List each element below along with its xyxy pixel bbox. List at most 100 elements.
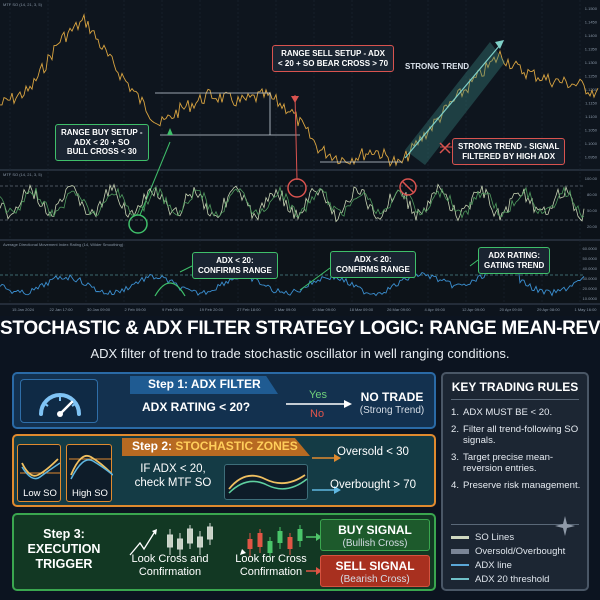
oversold-label: Oversold < 30 [337, 446, 409, 458]
oscillator-tick-label: 20.00 [587, 224, 598, 229]
sell-signal-button[interactable]: SELL SIGNAL (Bearish Cross) [320, 555, 430, 587]
step1-question: ADX RATING < 20? [142, 400, 251, 414]
buy-signal-button[interactable]: BUY SIGNAL (Bullish Cross) [320, 519, 430, 551]
step2-heading: Step 2: STOCHASTIC ZONES [132, 439, 298, 453]
adx-tick-label: 30.0000 [583, 276, 598, 281]
candlestick-icons [129, 523, 303, 559]
time-tick-label: 26 Mar 09:00 [387, 307, 411, 312]
yes-label: Yes [309, 389, 327, 401]
time-tick-label: 27 Feb 18:00 [237, 307, 261, 312]
step2-header-bar [122, 438, 310, 456]
oscillator-tick-label: 50.00 [587, 208, 598, 213]
adx-tick-label: 40.0000 [583, 266, 598, 271]
rule-item: 3. Target precise mean-reversion entries. [451, 452, 583, 474]
time-tick-label: 29 Apr 08:00 [537, 307, 560, 312]
look-cross-text: Look Cross and Confirmation [131, 553, 209, 578]
rule-item: 2. Filter all trend-following SO signals. [451, 424, 583, 446]
price-tick-label: 1.1050 [585, 128, 598, 133]
step3-title-line2: EXECUTION [27, 542, 101, 556]
bull-cross-circle [128, 214, 148, 234]
sell-arrow-marker [291, 96, 299, 103]
trading-chart[interactable]: MTF SO (14, 21, 3, 5) MTF SO (14, 21, 3, … [0, 0, 600, 316]
callout-adx-confirm-2-text: ADX < 20: CONFIRMS RANGE [336, 255, 410, 274]
look-for-cross-text: Look for Cross Confirmation [235, 553, 307, 578]
rules-list: 1. ADX MUST BE < 20. 2. Filter all trend-f… [451, 407, 583, 497]
low-so-box: Low SO [17, 444, 61, 502]
rules-title: KEY TRADING RULES [451, 380, 579, 394]
filter-x-marker [439, 142, 451, 154]
callout-adx-confirm-1: ADX < 20: CONFIRMS RANGE [192, 252, 278, 279]
rule-num: 4. [451, 480, 460, 491]
high-so-wave-icon [69, 454, 114, 480]
sell-signal-label: SELL SIGNAL [335, 559, 415, 573]
legend-label: Oversold/Overbought [475, 546, 566, 557]
overbought-label: Overbought > 70 [330, 479, 416, 491]
time-tick-label: 1 May 16:00 [575, 307, 598, 312]
strong-trend-channel [405, 42, 505, 165]
callout-strong-trend-filter: STRONG TREND - SIGNAL FILTERED BY HIGH A… [452, 138, 566, 165]
step3-title-line3: TRIGGER [35, 557, 93, 571]
step1-label: Step 1: [148, 377, 189, 391]
page-subtitle: ADX filter of trend to trade stochastic … [90, 346, 510, 361]
legend-swatch [451, 535, 469, 539]
step2-condition-line1: IF ADX < 20, [140, 463, 206, 475]
adx-pane-header: Average Directional Movement Index Ratin… [3, 242, 124, 247]
rule-num: 2. [451, 424, 460, 435]
legend-so-lines: SO Lines [451, 532, 514, 543]
time-tick-label: 10 Mar 09:00 [312, 307, 336, 312]
callout-range-sell-text: RANGE SELL SETUP - ADX < 20 + SO BEAR CR… [278, 49, 389, 68]
gauge-icon-box [20, 379, 98, 423]
time-tick-label: 22 Jan 17:00 [50, 307, 74, 312]
time-tick-label: 30 Jan 09:00 [87, 307, 111, 312]
step3-panel: Step 3: EXECUTION TRIGGER [12, 513, 436, 591]
callout-range-sell: RANGE SELL SETUP - ADX < 20 + SO BEAR CR… [272, 45, 395, 72]
time-tick-label: 2 Mar 09:00 [275, 307, 297, 312]
adx-tick-label: 20.0000 [583, 286, 598, 291]
callout-adx-confirm-2: ADX < 20: CONFIRMS RANGE [330, 251, 416, 278]
zone-arrows [312, 454, 341, 494]
low-so-label: Low SO [23, 488, 57, 499]
legend-label: ADX line [475, 560, 512, 571]
step1-name: ADX FILTER [190, 377, 261, 391]
so-line-main [0, 183, 585, 223]
strong-trend-line [404, 44, 501, 159]
step3-title: Step 3: EXECUTION TRIGGER [18, 527, 110, 572]
callout-adx-confirm-1-text: ADX < 20: CONFIRMS RANGE [198, 256, 272, 275]
high-so-box: High SO [66, 444, 114, 502]
legend-adx-line: ADX line [451, 560, 512, 571]
step3-title-line1: Step 3: [43, 527, 85, 541]
adx-connector-2 [299, 267, 331, 291]
legend-label: ADX 20 threshold [475, 574, 550, 585]
time-tick-label: 20 Apr 09:00 [500, 307, 523, 312]
rules-divider [451, 399, 579, 400]
adx-connector-1 [179, 265, 193, 273]
time-tick-label: 12 Apr 09:00 [462, 307, 485, 312]
sell-signal-sub: (Bearish Cross) [340, 574, 410, 585]
filtered-cross-slash [401, 180, 415, 194]
step2-label: Step 2: [132, 439, 173, 453]
price-pane-header: MTF SO (14, 21, 3, 5) [3, 2, 43, 7]
price-tick-label: 1.1000 [585, 141, 598, 146]
signal-arrows [306, 533, 322, 575]
legend-swatch [451, 548, 469, 554]
range-top-line [155, 92, 271, 135]
adx-tick-label: 10.0000 [583, 296, 598, 301]
oscillator-pane [0, 170, 600, 240]
price-tick-label: 1.1250 [585, 74, 598, 79]
page-title: STOCHASTIC & ADX FILTER STRATEGY LOGIC: … [0, 318, 600, 339]
price-tick-label: 1.0950 [585, 155, 598, 160]
rule-text: Filter all trend-following SO signals. [463, 424, 579, 446]
oscillator-tick-label: 100.00 [585, 176, 598, 181]
callout-range-buy: RANGE BUY SETUP - ADX < 20 + SO BULL CRO… [55, 124, 149, 161]
time-tick-label: 19 Feb 20:00 [200, 307, 224, 312]
rule-text: Preserve risk management. [463, 480, 581, 491]
buy-signal-label: BUY SIGNAL [338, 523, 412, 537]
callout-adx-rating-text: ADX RATING: GATING TREND [484, 251, 545, 270]
rule-num: 1. [451, 407, 460, 418]
no-trade-title: NO TRADE [360, 390, 424, 404]
adx-tick-label: 50.0000 [583, 256, 598, 261]
yes-no-arrows [286, 400, 352, 408]
step1-heading: Step 1: ADX FILTER [148, 377, 261, 391]
price-tick-label: 1.1350 [585, 47, 598, 52]
